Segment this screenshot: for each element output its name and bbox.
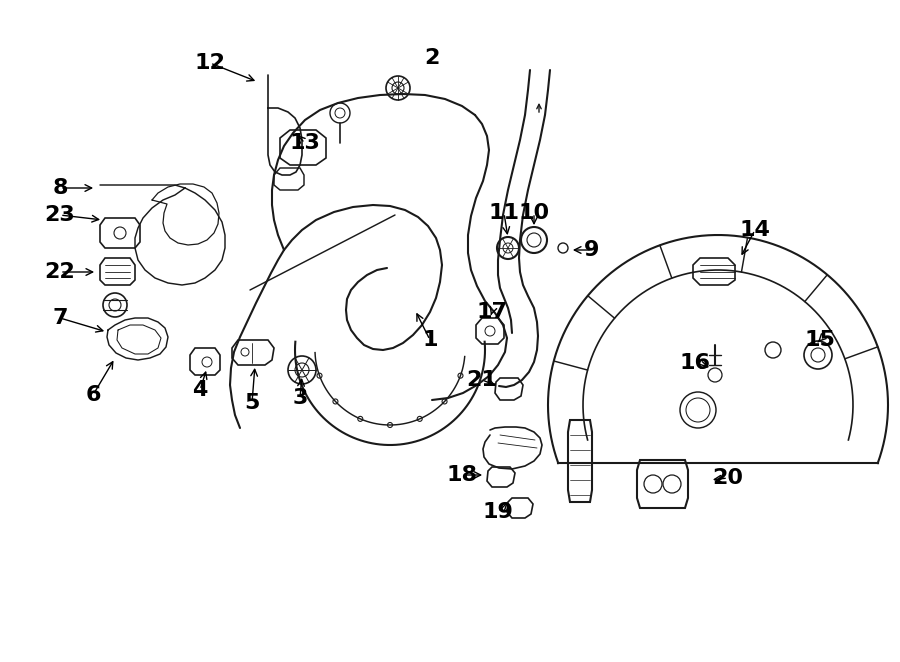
Circle shape: [388, 422, 392, 428]
Text: 2: 2: [424, 48, 440, 68]
Text: 3: 3: [292, 388, 308, 408]
Text: 11: 11: [489, 203, 519, 223]
Circle shape: [330, 103, 350, 123]
Polygon shape: [568, 420, 592, 502]
Polygon shape: [693, 258, 735, 285]
Polygon shape: [487, 467, 515, 487]
Polygon shape: [190, 348, 220, 375]
Polygon shape: [100, 258, 135, 285]
Circle shape: [497, 237, 519, 259]
Text: 9: 9: [584, 240, 599, 260]
Circle shape: [295, 363, 309, 377]
Text: 18: 18: [446, 465, 478, 485]
Circle shape: [644, 475, 662, 493]
Circle shape: [392, 82, 404, 94]
Text: 19: 19: [482, 502, 513, 522]
Circle shape: [680, 392, 716, 428]
Circle shape: [558, 243, 568, 253]
Text: 14: 14: [740, 220, 770, 240]
Circle shape: [765, 342, 781, 358]
Circle shape: [333, 399, 338, 404]
Text: 20: 20: [713, 468, 743, 488]
Circle shape: [418, 416, 422, 422]
Circle shape: [663, 475, 681, 493]
Text: 12: 12: [194, 53, 225, 73]
Circle shape: [458, 373, 463, 378]
Circle shape: [521, 227, 547, 253]
Polygon shape: [232, 340, 274, 365]
Circle shape: [241, 348, 249, 356]
Polygon shape: [495, 378, 523, 400]
Circle shape: [103, 293, 127, 317]
Circle shape: [811, 348, 825, 362]
Circle shape: [114, 227, 126, 239]
Circle shape: [317, 373, 322, 378]
Text: 10: 10: [518, 203, 550, 223]
Circle shape: [202, 357, 212, 367]
Circle shape: [386, 76, 410, 100]
Text: 22: 22: [45, 262, 76, 282]
Text: 4: 4: [193, 380, 208, 400]
Text: 16: 16: [680, 353, 710, 373]
Text: 17: 17: [476, 302, 508, 322]
Text: 15: 15: [805, 330, 835, 350]
Circle shape: [804, 341, 832, 369]
Circle shape: [335, 108, 345, 118]
Circle shape: [442, 399, 447, 404]
Text: 8: 8: [52, 178, 68, 198]
Circle shape: [708, 368, 722, 382]
Polygon shape: [507, 498, 533, 518]
Text: 13: 13: [290, 133, 320, 153]
Polygon shape: [280, 130, 326, 165]
Text: 6: 6: [86, 385, 101, 405]
Circle shape: [358, 416, 363, 422]
Text: 21: 21: [466, 370, 498, 390]
Polygon shape: [637, 460, 688, 508]
Circle shape: [503, 243, 513, 253]
Text: 23: 23: [45, 205, 76, 225]
Circle shape: [109, 299, 121, 311]
Text: 5: 5: [244, 393, 260, 413]
Polygon shape: [476, 318, 504, 344]
Circle shape: [288, 356, 316, 384]
Circle shape: [485, 326, 495, 336]
Circle shape: [527, 233, 541, 247]
Polygon shape: [100, 218, 140, 248]
Text: 1: 1: [422, 330, 437, 350]
Text: 7: 7: [52, 308, 68, 328]
Polygon shape: [274, 168, 304, 190]
Circle shape: [686, 398, 710, 422]
